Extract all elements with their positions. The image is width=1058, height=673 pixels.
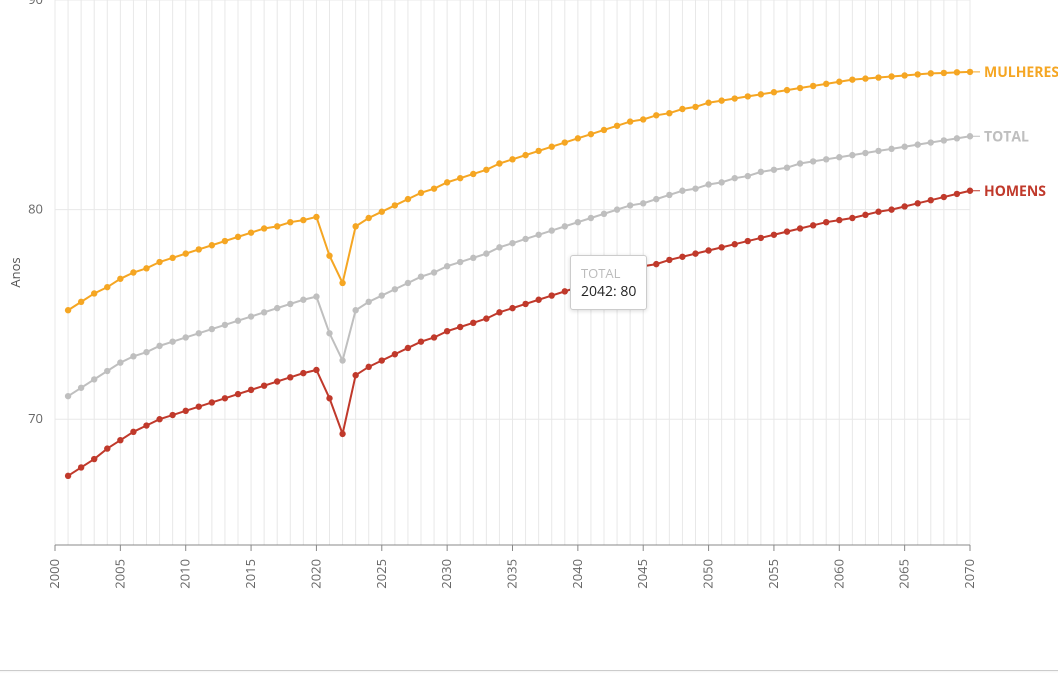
svg-text:2035: 2035 [503, 559, 521, 589]
svg-text:2050: 2050 [699, 559, 717, 589]
svg-text:90: 90 [28, 0, 43, 8]
svg-text:2010: 2010 [176, 559, 194, 589]
svg-text:MULHERES: MULHERES [984, 63, 1058, 82]
svg-text:2065: 2065 [895, 559, 913, 589]
svg-text:2000: 2000 [45, 559, 63, 589]
svg-text:70: 70 [28, 409, 43, 427]
svg-text:80: 80 [28, 200, 43, 218]
svg-text:2015: 2015 [241, 559, 259, 589]
svg-text:TOTAL: TOTAL [984, 127, 1029, 146]
svg-text:2060: 2060 [829, 559, 847, 589]
svg-text:2040: 2040 [568, 559, 586, 589]
svg-text:2045: 2045 [633, 559, 651, 589]
chart-svg: 70 80 90 Anos 2000 2005 2010 2015 2020 2025 2030 20… [0, 0, 1058, 673]
line-chart: 70 80 90 Anos 2000 2005 2010 2015 2020 2025 2030 20… [0, 0, 1058, 673]
svg-text:2055: 2055 [764, 559, 782, 589]
svg-text:2025: 2025 [372, 559, 390, 589]
svg-text:2005: 2005 [110, 559, 128, 589]
svg-text:2020: 2020 [306, 559, 324, 589]
svg-text:Anos: Anos [6, 257, 24, 287]
svg-text:2030: 2030 [437, 559, 455, 589]
svg-text:2070: 2070 [960, 559, 978, 589]
svg-text:HOMENS: HOMENS [984, 182, 1046, 201]
